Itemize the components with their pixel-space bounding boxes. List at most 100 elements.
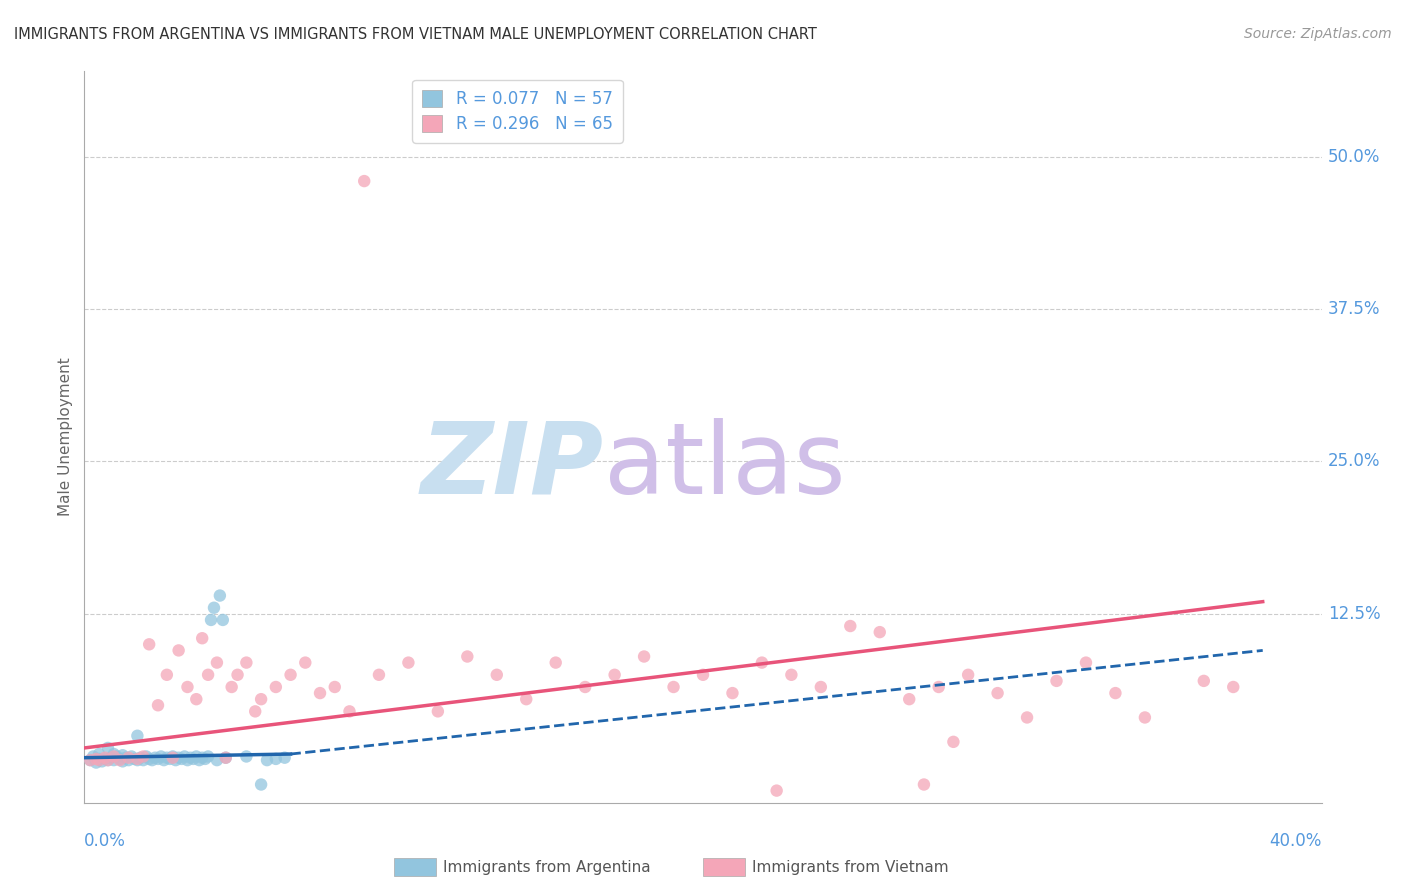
Point — [544, 656, 567, 670]
Point — [103, 749, 125, 764]
Point — [94, 750, 117, 764]
Point — [153, 753, 176, 767]
Point — [162, 750, 184, 764]
Point — [132, 753, 155, 767]
Text: IMMIGRANTS FROM ARGENTINA VS IMMIGRANTS FROM VIETNAM MALE UNEMPLOYMENT CORRELATI: IMMIGRANTS FROM ARGENTINA VS IMMIGRANTS … — [14, 27, 817, 42]
Point — [173, 749, 195, 764]
Point — [235, 749, 257, 764]
Point — [170, 752, 193, 766]
Text: 50.0%: 50.0% — [1327, 148, 1381, 166]
Point — [91, 755, 114, 769]
Point — [839, 619, 862, 633]
Point — [141, 753, 163, 767]
Point — [127, 753, 149, 767]
Point — [1015, 710, 1038, 724]
Point — [323, 680, 346, 694]
Text: Immigrants from Argentina: Immigrants from Argentina — [443, 860, 651, 874]
Point — [94, 752, 117, 766]
Point — [1074, 656, 1097, 670]
Point — [183, 752, 205, 766]
Point — [87, 752, 110, 766]
Point — [132, 749, 155, 764]
Point — [127, 752, 149, 766]
Point — [117, 753, 139, 767]
Point — [250, 692, 273, 706]
Point — [146, 698, 169, 713]
Point — [1133, 710, 1156, 724]
Point — [662, 680, 685, 694]
Point — [226, 667, 249, 681]
Point — [765, 783, 787, 797]
Text: 25.0%: 25.0% — [1327, 452, 1381, 470]
Point — [1104, 686, 1126, 700]
Point — [138, 752, 160, 766]
Point — [111, 748, 134, 763]
Point — [309, 686, 332, 700]
Point — [197, 667, 219, 681]
Point — [215, 750, 238, 764]
Point — [426, 705, 449, 719]
Text: atlas: atlas — [605, 417, 845, 515]
Point — [928, 680, 950, 694]
Point — [245, 705, 267, 719]
Point — [205, 656, 228, 670]
Text: 37.5%: 37.5% — [1327, 300, 1381, 318]
Point — [810, 680, 832, 694]
Point — [235, 656, 257, 670]
Point — [957, 667, 980, 681]
Point — [143, 750, 166, 764]
Point — [1045, 673, 1067, 688]
Point — [202, 600, 225, 615]
Point — [942, 735, 965, 749]
Point — [869, 625, 891, 640]
Point — [221, 680, 243, 694]
Point — [159, 752, 181, 766]
Point — [108, 753, 131, 767]
Point — [264, 752, 287, 766]
Point — [87, 747, 110, 761]
Point — [208, 589, 231, 603]
Point — [280, 667, 302, 681]
Point — [97, 753, 120, 767]
Point — [82, 749, 104, 764]
Point — [912, 778, 935, 792]
Point — [176, 753, 198, 767]
Point — [103, 747, 125, 761]
Point — [97, 740, 120, 755]
Point — [215, 750, 238, 764]
Point — [167, 643, 190, 657]
Point — [456, 649, 478, 664]
Point — [114, 750, 136, 764]
Point — [264, 680, 287, 694]
Point — [100, 750, 122, 764]
Point — [191, 750, 214, 764]
Point — [368, 667, 391, 681]
Point — [84, 756, 107, 770]
Point — [197, 749, 219, 764]
Point — [179, 750, 201, 764]
Point — [200, 613, 222, 627]
Point — [121, 749, 143, 764]
Point — [574, 680, 596, 694]
Point — [135, 749, 157, 764]
Point — [176, 680, 198, 694]
Point — [156, 750, 179, 764]
Point — [1222, 680, 1244, 694]
Point — [79, 753, 101, 767]
Point — [250, 778, 273, 792]
Point — [603, 667, 626, 681]
Point — [117, 750, 139, 764]
Text: ZIP: ZIP — [420, 417, 605, 515]
Point — [79, 753, 101, 767]
Point — [105, 749, 128, 764]
Text: Immigrants from Vietnam: Immigrants from Vietnam — [752, 860, 949, 874]
Point — [898, 692, 921, 706]
Point — [211, 613, 233, 627]
Point — [194, 752, 217, 766]
Point — [84, 752, 107, 766]
Point — [339, 705, 361, 719]
Point — [146, 752, 169, 766]
Y-axis label: Male Unemployment: Male Unemployment — [58, 358, 73, 516]
Point — [987, 686, 1010, 700]
Point — [162, 749, 184, 764]
